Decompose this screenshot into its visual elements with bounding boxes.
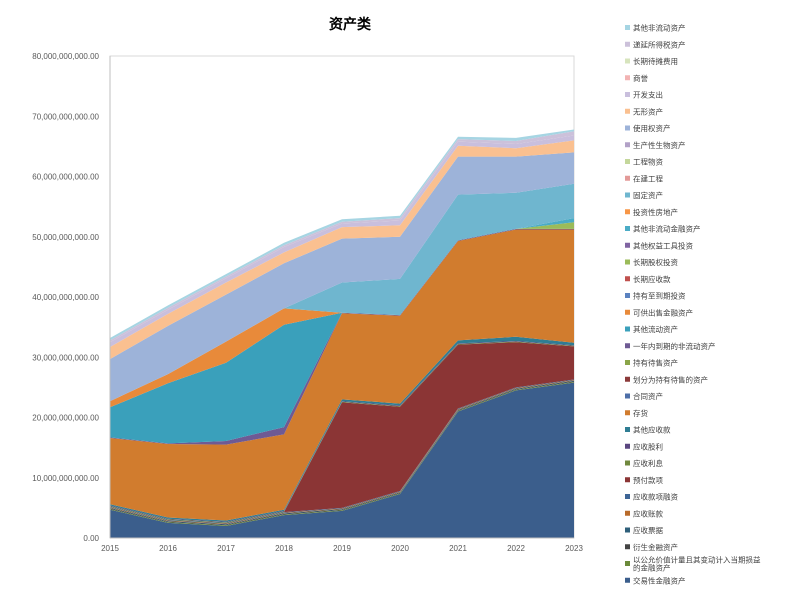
x-tick-label: 2020: [391, 544, 409, 553]
legend-swatch: [625, 159, 630, 164]
legend-label: 应收款项融资: [633, 492, 678, 502]
chart-legend: 其他非流动资产递延所得税资产长期待摊费用商誉开发支出无形资产使用权资产生产性生物…: [625, 23, 761, 585]
legend-swatch: [625, 125, 630, 131]
legend-swatch: [625, 477, 630, 483]
legend-swatch: [625, 577, 630, 583]
x-tick-label: 2016: [159, 544, 177, 553]
y-tick-label: 20,000,000,000.00: [32, 414, 99, 423]
legend-swatch: [625, 242, 630, 248]
legend-label: 长期股权投资: [633, 257, 678, 267]
legend-label: 应收利息: [633, 458, 663, 468]
legend-swatch: [625, 226, 630, 231]
y-tick-label: 50,000,000,000.00: [32, 233, 99, 242]
y-tick-label: 0.00: [83, 534, 99, 543]
legend-swatch: [625, 175, 630, 181]
legend-label: 投资性房地产: [633, 207, 678, 217]
legend-swatch: [625, 108, 630, 114]
legend-swatch: [625, 276, 630, 282]
y-tick-label: 40,000,000,000.00: [32, 293, 99, 302]
legend-label: 合同资产: [633, 391, 663, 401]
area-series-6: [110, 342, 574, 523]
legend-label: 其他权益工具投资: [633, 240, 693, 250]
legend-swatch: [625, 393, 630, 399]
legend-label: 使用权资产: [633, 123, 671, 133]
legend-swatch: [625, 25, 630, 30]
legend-swatch: [625, 410, 630, 416]
y-axis-ticks: 0.00 10,000,000,000.00 20,000,000,000.00 30…: [32, 52, 99, 543]
legend-label: 其他非流动金融资产: [633, 224, 701, 234]
legend-swatch: [625, 527, 630, 533]
legend-label: 应收账款: [633, 508, 663, 518]
legend-swatch: [625, 561, 630, 566]
x-tick-label: 2018: [275, 544, 293, 553]
legend-label: 持有待售资产: [633, 358, 678, 368]
legend-swatch: [625, 427, 630, 432]
legend-swatch: [625, 192, 630, 198]
x-tick-label: 2017: [217, 544, 235, 553]
area-series-16: [110, 228, 574, 408]
legend-label: 划分为持有待售的资产: [633, 374, 708, 384]
y-tick-label: 70,000,000,000.00: [32, 112, 99, 121]
x-tick-label: 2021: [449, 544, 467, 553]
legend-label: 长期应收款: [633, 274, 671, 284]
y-tick-label: 80,000,000,000.00: [32, 52, 99, 61]
legend-label: 可供出售金融资产: [633, 307, 693, 317]
legend-label: 应收票据: [633, 525, 663, 535]
x-tick-label: 2022: [507, 544, 525, 553]
area-series-27: [110, 152, 574, 402]
legend-label: 无形资产: [633, 106, 663, 116]
legend-label: 长期待摊费用: [633, 56, 678, 66]
area-series-23: [110, 183, 574, 402]
x-tick-label: 2019: [333, 544, 351, 553]
legend-label: 生产性生物资产: [633, 140, 686, 150]
legend-swatch: [625, 92, 630, 97]
legend-swatch: [625, 544, 630, 550]
x-tick-label: 2023: [565, 544, 583, 553]
legend-swatch: [625, 376, 630, 382]
legend-swatch: [625, 494, 630, 499]
legend-swatch: [625, 326, 630, 332]
legend-swatch: [625, 259, 630, 265]
legend-label: 在建工程: [633, 173, 663, 183]
y-tick-label: 60,000,000,000.00: [32, 173, 99, 182]
legend-swatch: [625, 343, 630, 349]
legend-swatch: [625, 142, 630, 148]
y-tick-label: 10,000,000,000.00: [32, 474, 99, 483]
area-series-group: [110, 129, 574, 538]
legend-label: 一年内到期的非流动资产: [633, 341, 716, 351]
chart-title: 资产类: [329, 16, 372, 33]
legend-label: 其他非流动资产: [633, 23, 686, 33]
y-tick-label: 30,000,000,000.00: [32, 353, 99, 362]
legend-label: 持有至到期投资: [633, 291, 686, 301]
x-axis-ticks: 2015 2016 2017 2018 2019 2020 2021 2022 2023: [101, 544, 583, 553]
legend-label: 开发支出: [633, 90, 663, 100]
legend-label: 以公允价值计量且其变动计入当期损益的金融资产: [633, 555, 761, 573]
legend-label: 交易性金融资产: [633, 575, 686, 585]
legend-label: 其他流动资产: [633, 324, 678, 334]
legend-swatch: [625, 293, 630, 298]
area-series-15: [110, 228, 574, 444]
legend-swatch: [625, 443, 630, 449]
area-series-0: [110, 382, 574, 538]
area-series-10: [110, 229, 574, 521]
legend-label: 预付款项: [633, 475, 663, 485]
legend-swatch: [625, 209, 630, 215]
legend-label: 存货: [633, 408, 648, 418]
legend-label: 工程物资: [633, 157, 663, 167]
x-tick-label: 2015: [101, 544, 119, 553]
legend-swatch: [625, 41, 630, 47]
legend-label: 其他应收款: [633, 425, 671, 435]
legend-label: 衍生金融资产: [633, 542, 678, 552]
legend-swatch: [625, 360, 630, 365]
legend-swatch: [625, 460, 630, 466]
legend-label: 递延所得税资产: [633, 39, 686, 49]
legend-swatch: [625, 510, 630, 516]
legend-label: 固定资产: [633, 190, 663, 200]
legend-swatch: [625, 309, 630, 315]
legend-swatch: [625, 58, 630, 64]
legend-label: 应收股利: [633, 441, 663, 451]
legend-swatch: [625, 75, 630, 81]
legend-label: 商誉: [633, 73, 648, 83]
